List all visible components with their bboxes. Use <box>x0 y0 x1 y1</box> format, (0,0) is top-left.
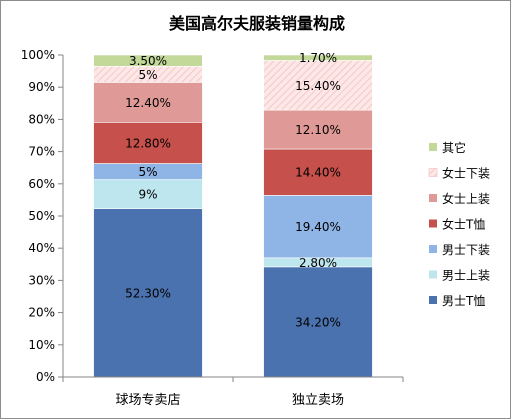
legend-entry: 其它 <box>442 140 466 155</box>
legend-swatch <box>428 168 438 177</box>
data-label: 12.40% <box>125 96 171 110</box>
bar-segment <box>93 208 203 378</box>
legend-entry: 男士上装 <box>442 269 490 283</box>
category-label: 独立卖场 <box>292 393 344 408</box>
y-tick-label: 90% <box>28 80 55 94</box>
bar-segment <box>93 82 203 123</box>
legend-swatch <box>429 219 437 228</box>
y-tick-label: 70% <box>28 145 55 159</box>
data-label: 15.40% <box>295 79 341 93</box>
bar-segment <box>263 266 373 378</box>
y-axis: 0% 10% 20% 30% 40% 50% 60% 70% 80% 90% 100% <box>21 48 64 384</box>
data-label: 14.40% <box>295 166 341 180</box>
category-label: 球场专卖店 <box>115 393 180 408</box>
data-label: 5% <box>138 165 157 179</box>
bars: 52.30%9%5%12.80%12.40%5%3.50%34.20%2.80%… <box>93 51 373 378</box>
legend-entry: 女士上装 <box>442 191 490 206</box>
y-tick-label: 20% <box>28 306 55 320</box>
legend-swatch <box>429 296 437 304</box>
legend-swatch <box>429 143 437 151</box>
bar-segment <box>93 54 203 67</box>
y-tick-label: 80% <box>28 112 55 126</box>
legend-swatch <box>429 270 437 279</box>
data-label: 5% <box>138 68 157 82</box>
bar-segment <box>263 195 373 259</box>
bar-segment <box>93 121 203 164</box>
y-tick-label: 50% <box>28 209 55 223</box>
data-label: 12.80% <box>125 136 171 150</box>
chart-title: 美国高尔夫服装销量构成 <box>169 14 345 33</box>
data-label: 19.40% <box>295 220 341 234</box>
y-tick-label: 60% <box>28 177 55 191</box>
legend-entry: 女士T恤 <box>442 217 485 232</box>
y-tick-label: 40% <box>28 241 55 255</box>
legend-entry: 男士下装 <box>442 243 490 257</box>
data-label: 52.30% <box>125 286 171 300</box>
y-tick-label: 100% <box>21 48 55 62</box>
data-label: 34.20% <box>295 315 341 329</box>
legend-entry: 女士下装 <box>442 166 490 181</box>
bar-segment <box>263 109 373 150</box>
data-label: 12.10% <box>295 123 341 137</box>
y-tick-label: 30% <box>28 273 55 287</box>
legend-entry: 男士T恤 <box>442 294 485 308</box>
y-tick-label: 10% <box>28 338 55 352</box>
bar-segment <box>263 54 373 61</box>
legend-swatch <box>429 245 437 253</box>
bar-segment <box>263 60 373 111</box>
data-label: 2.80% <box>299 256 337 270</box>
data-label: 9% <box>138 188 157 202</box>
x-axis: 球场专卖店 独立卖场 <box>62 376 404 408</box>
legend-swatch <box>429 194 437 202</box>
data-label: 1.70% <box>299 51 337 65</box>
bar-segment <box>263 148 373 196</box>
y-tick-label: 0% <box>36 370 55 384</box>
data-label: 3.50% <box>129 54 167 68</box>
